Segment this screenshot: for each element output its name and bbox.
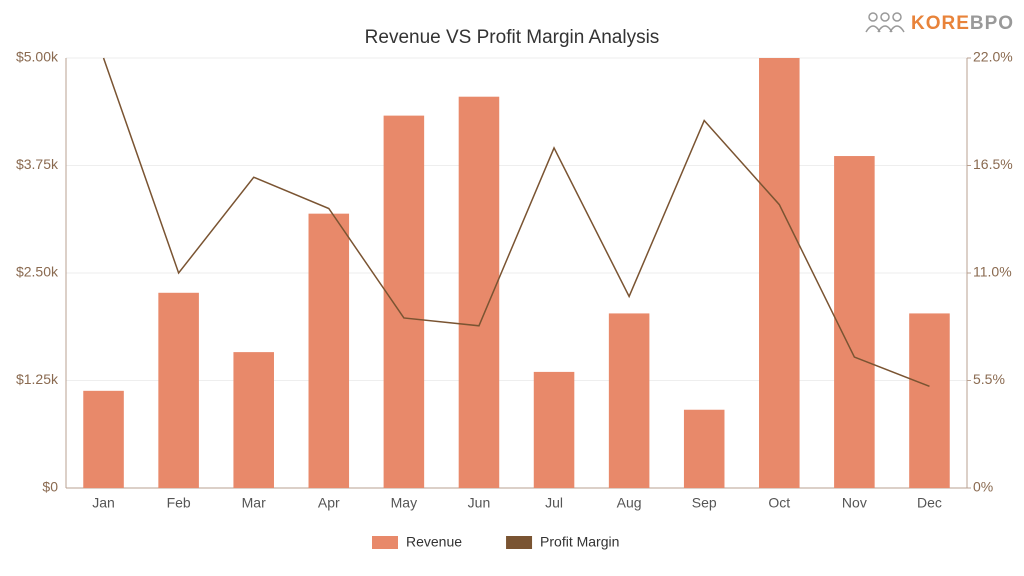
bar xyxy=(533,371,575,488)
x-tick-label: Oct xyxy=(768,495,790,511)
x-tick-label: Mar xyxy=(242,495,266,511)
bar xyxy=(759,58,800,488)
y-tick-label: $2.50k xyxy=(16,264,59,280)
legend-label: Revenue xyxy=(406,534,462,550)
logo-rest: BPO xyxy=(970,13,1014,34)
bar xyxy=(383,115,425,489)
x-tick-label: May xyxy=(391,495,417,511)
y2-tick-label: 5.5% xyxy=(973,371,1005,387)
x-tick-label: Sep xyxy=(692,495,717,511)
logo-accent: KORE xyxy=(911,13,970,34)
y2-tick-label: 11.0% xyxy=(973,264,1012,280)
legend-swatch xyxy=(506,536,533,549)
y-tick-label: $5.00k xyxy=(16,49,59,65)
x-tick-label: Aug xyxy=(617,495,642,511)
logo: KOREBPO xyxy=(865,12,1014,34)
x-tick-label: Jun xyxy=(468,495,491,511)
bar xyxy=(83,390,124,488)
bar xyxy=(909,313,950,488)
x-tick-label: Nov xyxy=(842,495,867,511)
bar xyxy=(308,213,350,488)
logo-text: KOREBPO xyxy=(911,13,1014,34)
x-tick-label: Jan xyxy=(92,495,115,511)
legend-swatch xyxy=(372,536,398,549)
y2-tick-label: 16.5% xyxy=(973,156,1013,172)
legend-label: Profit Margin xyxy=(540,534,619,550)
legend: Revenue Profit Margin xyxy=(372,534,619,550)
logo-icon xyxy=(865,12,905,33)
y-tick-label: $1.25k xyxy=(16,371,59,387)
bar xyxy=(158,292,199,488)
bar xyxy=(834,156,875,489)
bar xyxy=(608,313,650,488)
x-tick-label: Apr xyxy=(318,495,340,511)
x-tick-label: Feb xyxy=(167,495,191,511)
y-tick-label: $0 xyxy=(42,479,58,495)
y-tick-label: $3.75k xyxy=(16,156,59,172)
y2-tick-label: 22.0% xyxy=(973,49,1013,65)
bar xyxy=(233,352,274,488)
x-tick-label: Jul xyxy=(545,495,563,511)
x-tick-label: Dec xyxy=(917,495,942,511)
chart-title: Revenue VS Profit Margin Analysis xyxy=(365,27,660,48)
y2-tick-label: 0% xyxy=(973,479,993,495)
line xyxy=(102,57,930,388)
bar xyxy=(683,409,725,488)
